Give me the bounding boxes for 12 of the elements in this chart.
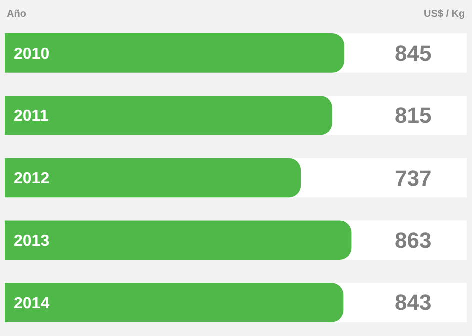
data-label: 843: [395, 290, 432, 315]
y-tick-label: 2014: [14, 295, 50, 312]
x-axis-title: US$ / Kg: [424, 9, 466, 20]
y-tick-label: 2012: [14, 170, 50, 188]
y-tick-label: 2011: [14, 108, 49, 126]
y-tick-label: 2010: [14, 46, 50, 63]
data-label: 845: [395, 41, 432, 66]
y-axis-title: Año: [7, 9, 26, 20]
y-tick-label: 2013: [14, 233, 50, 250]
data-label: 815: [395, 103, 432, 128]
data-label: 863: [395, 228, 432, 253]
data-label: 737: [395, 166, 432, 191]
